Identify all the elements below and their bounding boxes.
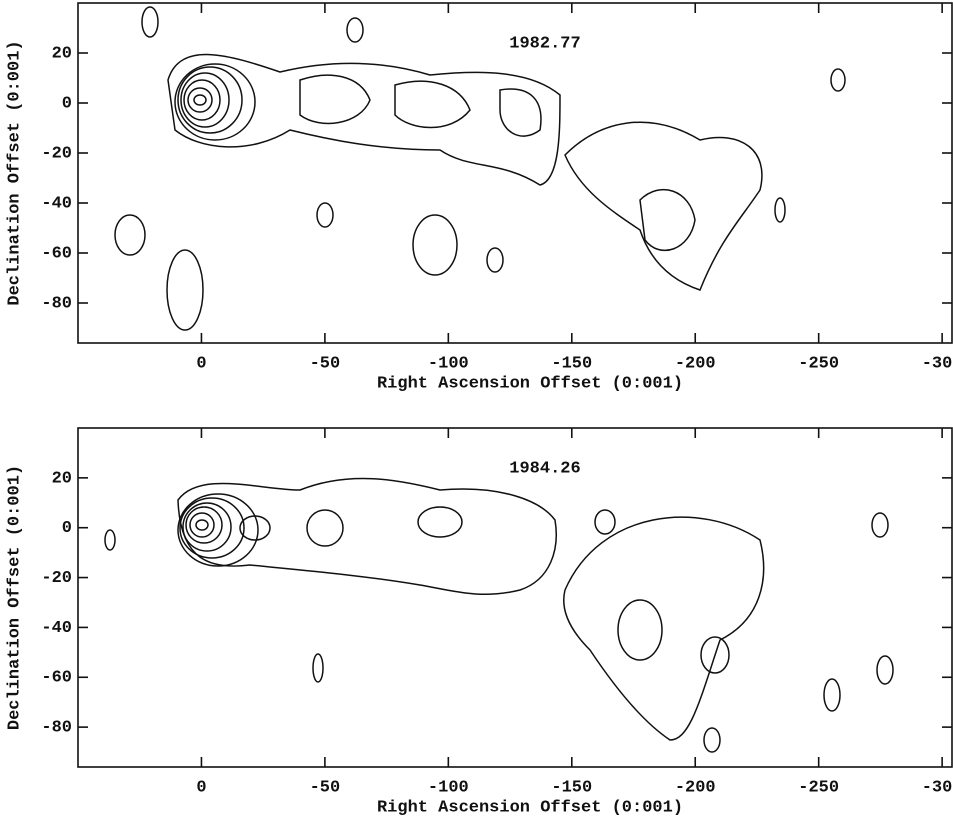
x-tick-label: -50 [310, 778, 341, 797]
x-tick-label: -50 [310, 354, 341, 373]
contours-2 [105, 478, 893, 752]
x-tick-label: -100 [428, 778, 469, 797]
figure: 0-50-100-150-200-250-300200-20-40-60-801… [0, 0, 953, 818]
y-tick-label: -60 [41, 244, 72, 263]
y-tick-label: -60 [41, 669, 72, 688]
y-tick-label: -40 [41, 619, 72, 638]
x-tick-label: 0 [196, 354, 206, 373]
y-tick-label: -20 [41, 144, 72, 163]
x-tick-label: 0 [196, 778, 206, 797]
x-tick-label: -150 [551, 354, 592, 373]
y-tick-label: -40 [41, 194, 72, 213]
chart-title: 1982.77 [509, 34, 580, 53]
x-tick-label: -150 [551, 778, 592, 797]
y-axis-label: Declination Offset (0:001) [5, 465, 24, 730]
x-tick-label: -250 [798, 778, 839, 797]
y-tick-label: 20 [52, 469, 72, 488]
x-tick-label: -300 [922, 354, 953, 373]
contours-1 [115, 7, 845, 330]
x-tick-label: -250 [798, 354, 839, 373]
y-tick-label: -80 [41, 719, 72, 738]
x-tick-label: -100 [428, 354, 469, 373]
y-tick-label: 0 [62, 519, 72, 538]
y-tick-label: 20 [52, 44, 72, 63]
plot-frame [78, 428, 952, 767]
x-tick-label: -200 [675, 778, 716, 797]
y-tick-label: 0 [62, 94, 72, 113]
chart-title: 1984.26 [509, 459, 580, 478]
y-tick-label: -80 [41, 294, 72, 313]
x-tick-label: -200 [675, 354, 716, 373]
x-axis-label: Right Ascension Offset (0:001) [377, 798, 683, 817]
y-tick-label: -20 [41, 569, 72, 588]
x-tick-label: -300 [922, 778, 953, 797]
y-axis-label: Declination Offset (0:001) [5, 40, 24, 305]
x-axis-label: Right Ascension Offset (0:001) [377, 374, 683, 393]
